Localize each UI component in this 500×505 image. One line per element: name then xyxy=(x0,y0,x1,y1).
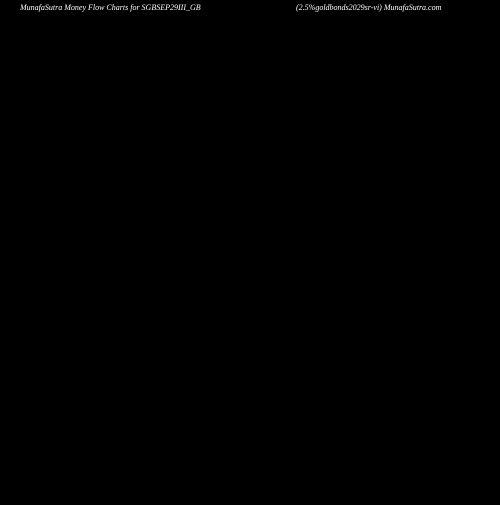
chart-subtitle: (2.5%goldbonds2029sr-vi) MunafaSutra.com xyxy=(296,3,442,12)
chart-title: MunafaSutra Money Flow Charts for SGBSEP… xyxy=(19,3,201,12)
